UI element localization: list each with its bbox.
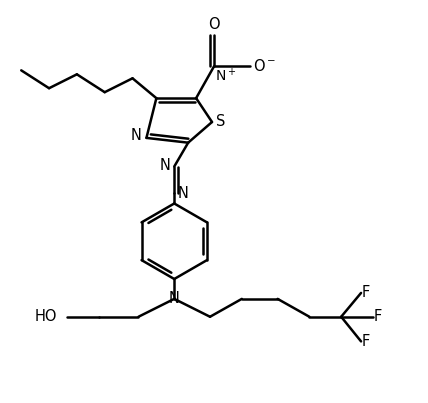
Text: N: N xyxy=(169,291,180,306)
Text: S: S xyxy=(216,114,226,129)
Text: N: N xyxy=(131,129,142,143)
Text: F: F xyxy=(362,334,370,349)
Text: HO: HO xyxy=(35,309,57,324)
Text: O$^-$: O$^-$ xyxy=(253,58,276,75)
Text: F: F xyxy=(362,285,370,300)
Text: N$^+$: N$^+$ xyxy=(215,67,236,85)
Text: F: F xyxy=(374,309,382,324)
Text: N: N xyxy=(160,158,171,173)
Text: N: N xyxy=(178,186,188,201)
Text: O: O xyxy=(208,17,220,32)
